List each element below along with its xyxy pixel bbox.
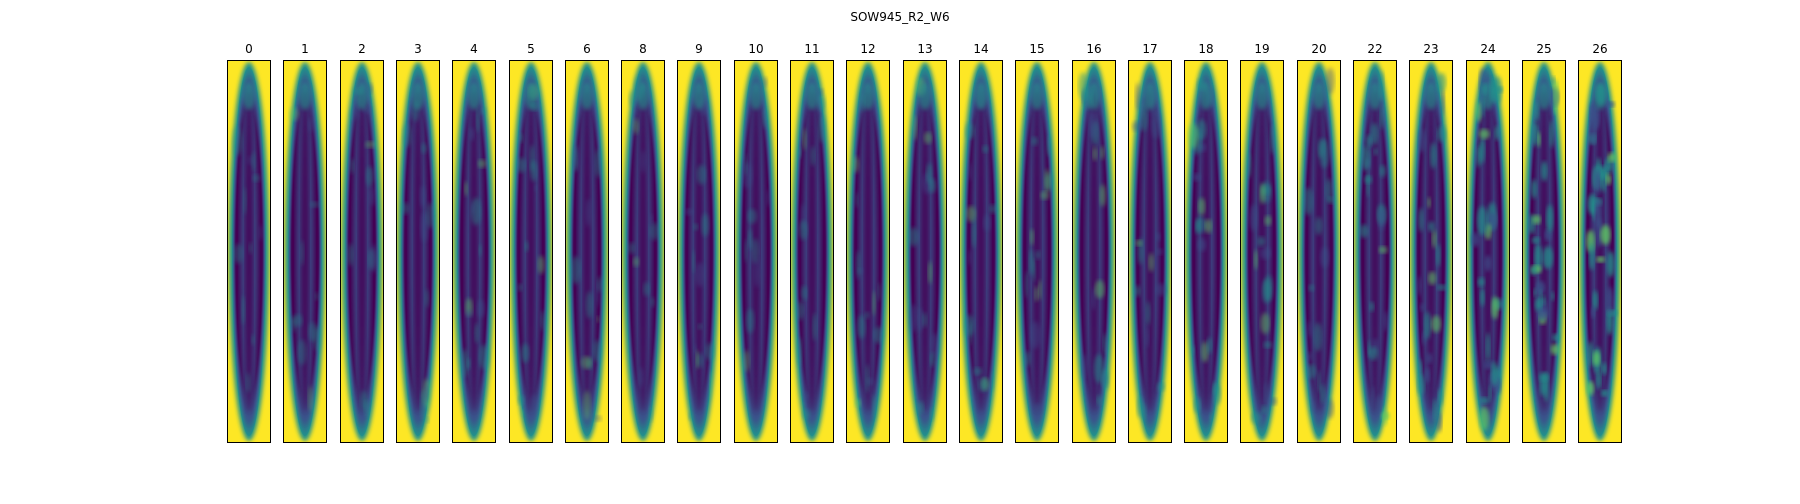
image-panel-2: 2 [340,42,384,443]
image-panel-17: 17 [1128,42,1172,443]
panel-label: 18 [1198,42,1214,56]
heatmap-image [227,60,271,443]
heatmap-image [509,60,553,443]
image-panel-19: 19 [1240,42,1284,443]
panel-label: 20 [1311,42,1327,56]
heatmap-image [565,60,609,443]
heatmap-image [621,60,665,443]
image-panel-24: 24 [1466,42,1510,443]
panel-label: 4 [470,42,478,56]
heatmap-image [1522,60,1566,443]
panel-label: 23 [1423,42,1439,56]
image-panel-16: 16 [1072,42,1116,443]
image-panel-4: 4 [452,42,496,443]
panel-label: 15 [1029,42,1045,56]
heatmap-image [959,60,1003,443]
panel-label: 12 [860,42,876,56]
image-panel-13: 13 [903,42,947,443]
image-panel-1: 1 [283,42,327,443]
image-panel-23: 23 [1409,42,1453,443]
heatmap-image [396,60,440,443]
heatmap-image [283,60,327,443]
image-panel-22: 22 [1353,42,1397,443]
panel-label: 17 [1142,42,1158,56]
heatmap-image [1353,60,1397,443]
panel-label: 24 [1480,42,1496,56]
image-panel-18: 18 [1184,42,1228,443]
image-panel-0: 0 [227,42,271,443]
image-panel-14: 14 [959,42,1003,443]
image-panel-3: 3 [396,42,440,443]
heatmap-image [340,60,384,443]
panel-label: 13 [917,42,933,56]
panel-label: 6 [583,42,591,56]
panel-label: 9 [695,42,703,56]
image-panel-26: 26 [1578,42,1622,443]
heatmap-image [1409,60,1453,443]
image-panel-6: 6 [565,42,609,443]
figure-title: SOW945_R2_W6 [850,10,950,24]
heatmap-image [677,60,721,443]
image-panel-12: 12 [846,42,890,443]
panel-label: 1 [301,42,309,56]
heatmap-image [1128,60,1172,443]
heatmap-image [846,60,890,443]
image-panel-8: 8 [621,42,665,443]
panel-label: 0 [245,42,253,56]
panel-label: 16 [1086,42,1102,56]
heatmap-image [1297,60,1341,443]
image-panel-20: 20 [1297,42,1341,443]
panel-label: 25 [1536,42,1552,56]
heatmap-image [903,60,947,443]
panel-label: 10 [748,42,764,56]
panel-label: 11 [804,42,820,56]
heatmap-image [1184,60,1228,443]
image-panel-5: 5 [509,42,553,443]
image-panel-11: 11 [790,42,834,443]
heatmap-image [1072,60,1116,443]
panel-label: 8 [639,42,647,56]
image-panel-25: 25 [1522,42,1566,443]
panel-label: 22 [1367,42,1383,56]
heatmap-image [452,60,496,443]
panel-label: 2 [358,42,366,56]
heatmap-image [1466,60,1510,443]
heatmap-image [1240,60,1284,443]
panel-label: 19 [1254,42,1270,56]
heatmap-image [1578,60,1622,443]
panel-label: 5 [527,42,535,56]
heatmap-image [734,60,778,443]
image-panel-15: 15 [1015,42,1059,443]
panel-label: 3 [414,42,422,56]
panel-label: 14 [973,42,989,56]
heatmap-image [790,60,834,443]
image-panel-10: 10 [734,42,778,443]
panel-label: 26 [1592,42,1608,56]
image-panel-9: 9 [677,42,721,443]
heatmap-image [1015,60,1059,443]
